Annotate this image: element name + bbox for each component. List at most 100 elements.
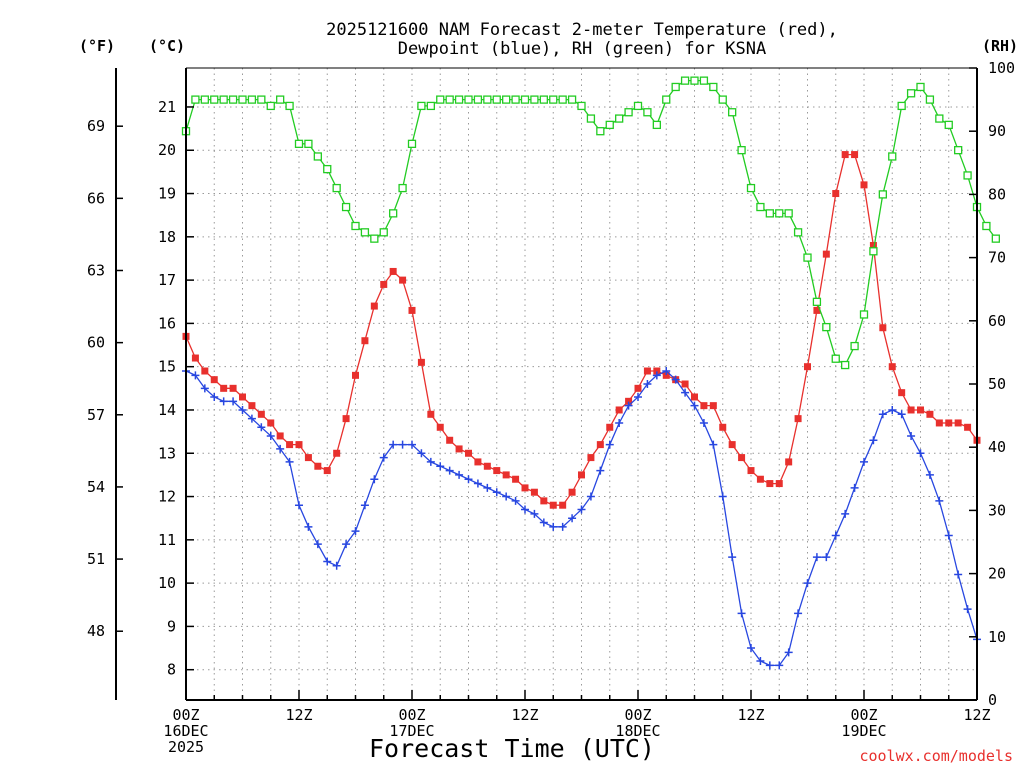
- data-point-dewpoint: [699, 418, 708, 427]
- data-point-rh: [454, 95, 464, 104]
- data-point-dewpoint: [219, 397, 228, 406]
- time-tick-label: 12Z: [737, 706, 764, 724]
- data-point-dewpoint: [558, 522, 567, 531]
- data-point-temperature: [436, 423, 444, 431]
- data-point-temperature: [333, 449, 341, 457]
- data-point-rh: [916, 82, 925, 92]
- data-point-temperature: [361, 337, 369, 345]
- time-tick-label: 12Z: [963, 706, 990, 724]
- data-point-rh: [793, 228, 803, 237]
- celsius-tick-label: 18: [158, 228, 176, 246]
- fahrenheit-tick-label: 54: [87, 478, 105, 496]
- data-point-dewpoint: [709, 440, 718, 449]
- data-point-temperature: [210, 376, 218, 384]
- time-tick-label: 00Z: [398, 706, 425, 724]
- data-point-temperature: [380, 280, 388, 288]
- data-point-dewpoint: [812, 553, 821, 562]
- data-point-temperature: [286, 441, 294, 449]
- data-point-dewpoint: [323, 557, 332, 566]
- data-point-rh: [859, 310, 869, 319]
- data-point-temperature: [220, 384, 228, 392]
- data-point-rh: [869, 247, 878, 256]
- rh-tick-label: 90: [988, 122, 1006, 140]
- data-point-rh: [577, 101, 586, 111]
- data-point-temperature: [596, 441, 604, 449]
- data-point-dewpoint: [238, 405, 247, 414]
- data-point-dewpoint: [794, 609, 803, 618]
- data-point-temperature: [465, 449, 472, 457]
- data-point-rh: [690, 76, 699, 85]
- data-point-temperature: [907, 406, 915, 414]
- fahrenheit-tick-label: 63: [87, 261, 105, 279]
- data-point-rh: [963, 171, 972, 180]
- data-point-rh: [360, 228, 370, 237]
- data-point-rh: [407, 139, 417, 148]
- data-point-rh: [605, 120, 614, 130]
- data-point-rh: [483, 95, 492, 104]
- data-point-temperature: [295, 441, 303, 449]
- data-point-rh: [812, 297, 822, 306]
- data-point-dewpoint: [671, 375, 680, 384]
- data-point-rh: [567, 95, 577, 104]
- grid: [186, 68, 977, 700]
- data-point-dewpoint: [332, 561, 341, 570]
- data-point-temperature: [540, 497, 548, 505]
- data-point-temperature: [926, 410, 934, 418]
- data-point-rh: [257, 95, 266, 104]
- data-point-rh: [897, 101, 906, 111]
- data-point-dewpoint: [276, 444, 285, 453]
- data-point-rh: [200, 95, 209, 104]
- data-point-temperature: [568, 488, 576, 496]
- data-point-temperature: [634, 384, 642, 392]
- data-point-rh: [549, 95, 558, 104]
- data-point-rh: [558, 95, 567, 104]
- data-point-rh: [502, 95, 511, 104]
- data-point-temperature: [804, 363, 811, 371]
- data-point-dewpoint: [257, 423, 266, 432]
- time-tick-label: 12Z: [511, 706, 538, 724]
- data-point-temperature: [267, 419, 275, 427]
- data-point-dewpoint: [897, 410, 906, 419]
- series-layer: [181, 76, 1000, 670]
- data-point-temperature: [342, 415, 350, 423]
- celsius-tick-label: 16: [158, 314, 176, 332]
- data-point-temperature: [775, 480, 783, 488]
- data-point-rh: [954, 146, 963, 155]
- data-point-temperature: [276, 432, 284, 440]
- data-point-rh: [662, 95, 671, 104]
- data-point-dewpoint: [831, 531, 840, 540]
- data-point-dewpoint: [869, 436, 878, 445]
- data-point-temperature: [323, 467, 331, 475]
- data-point-dewpoint: [521, 505, 529, 514]
- data-point-rh: [709, 82, 718, 92]
- data-point-temperature: [841, 151, 849, 159]
- data-point-rh: [473, 95, 483, 104]
- data-point-rh: [276, 95, 285, 104]
- data-point-dewpoint: [539, 518, 548, 527]
- rh-tick-label: 0: [988, 691, 997, 709]
- data-point-rh: [238, 95, 247, 104]
- data-point-dewpoint: [295, 501, 303, 510]
- data-point-temperature: [822, 250, 830, 258]
- data-point-dewpoint: [464, 475, 473, 484]
- data-point-dewpoint: [878, 410, 887, 419]
- data-point-temperature: [869, 241, 877, 249]
- data-point-dewpoint: [417, 449, 426, 458]
- celsius-tick-label: 19: [158, 185, 176, 203]
- data-point-rh: [841, 360, 850, 370]
- data-point-dewpoint: [916, 449, 925, 458]
- data-point-dewpoint: [615, 418, 624, 427]
- rh-tick-label: 100: [988, 59, 1015, 77]
- data-point-temperature: [879, 324, 887, 332]
- celsius-tick-label: 21: [158, 98, 176, 116]
- data-point-dewpoint: [944, 531, 953, 540]
- rh-tick-label: 10: [988, 628, 1006, 646]
- data-point-temperature: [643, 367, 651, 375]
- data-point-rh: [643, 108, 652, 117]
- data-point-dewpoint: [229, 397, 238, 406]
- data-point-dewpoint: [379, 453, 388, 462]
- celsius-tick-label: 10: [158, 574, 176, 592]
- data-point-temperature: [446, 436, 454, 444]
- time-tick-label: 00Z: [850, 706, 877, 724]
- data-point-temperature: [229, 384, 237, 392]
